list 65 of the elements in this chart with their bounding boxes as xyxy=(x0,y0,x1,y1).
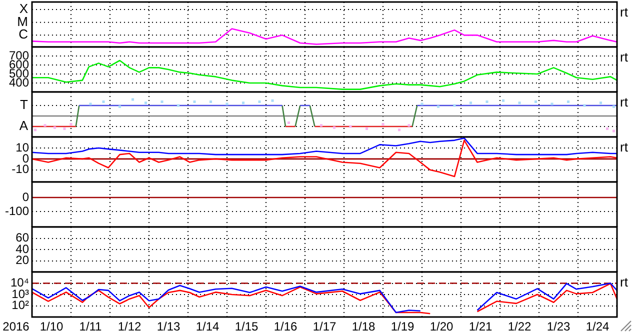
y-tick-label: -100 xyxy=(4,204,30,218)
x-tick-label: 1/13 xyxy=(156,320,180,334)
x-tick-label: 1/10 xyxy=(40,320,64,334)
x-tick-label: 1/24 xyxy=(586,320,610,334)
ref-line-label: C xyxy=(18,26,28,42)
point xyxy=(70,122,72,126)
y-tick-label: 10² xyxy=(12,298,30,312)
point xyxy=(436,105,440,108)
point xyxy=(258,100,261,104)
point xyxy=(102,100,105,104)
point xyxy=(612,105,616,108)
point xyxy=(502,99,505,102)
text: rt xyxy=(620,50,628,65)
point xyxy=(453,104,456,107)
point xyxy=(320,124,323,127)
point xyxy=(160,100,164,104)
x-tick-label: 1/14 xyxy=(196,320,220,334)
x-tick-label: 1/22 xyxy=(508,320,532,334)
point xyxy=(176,104,180,107)
point xyxy=(408,124,410,127)
point xyxy=(550,102,554,106)
point xyxy=(89,102,92,106)
text: rt xyxy=(620,94,628,110)
point xyxy=(34,128,37,132)
point xyxy=(398,128,401,132)
text: rt xyxy=(620,274,628,290)
ref-line-label: T xyxy=(20,97,28,112)
point xyxy=(271,99,274,102)
x-tick-label: 1/17 xyxy=(312,320,336,334)
point xyxy=(420,102,424,106)
point xyxy=(486,100,488,104)
x-tick-label: 1/19 xyxy=(390,320,414,334)
ref-line-label: M xyxy=(17,14,28,30)
point xyxy=(118,105,122,108)
point xyxy=(63,127,66,130)
point xyxy=(469,102,472,104)
y-tick-label: 20 xyxy=(16,253,30,268)
text: rt xyxy=(620,4,628,20)
point xyxy=(144,102,148,104)
text: rt xyxy=(620,140,628,155)
point xyxy=(332,126,336,129)
point xyxy=(349,125,352,128)
x-tick-label: 1/16 xyxy=(274,320,298,334)
point xyxy=(131,98,134,101)
x-tick-label: 1/15 xyxy=(234,320,258,334)
ref-line-label: X xyxy=(19,1,28,16)
ref-line-label: A xyxy=(19,118,28,134)
y-tick-label: 0 xyxy=(22,190,30,204)
point xyxy=(612,130,616,132)
point xyxy=(583,104,586,107)
point xyxy=(242,102,245,104)
x-tick-label: 1/23 xyxy=(546,320,570,334)
point xyxy=(599,102,602,104)
point xyxy=(518,102,521,104)
x-tick-label: 1/20 xyxy=(430,320,454,334)
point xyxy=(226,102,228,106)
x-tick-label: 1/18 xyxy=(352,320,376,334)
x-tick-label: 1/12 xyxy=(118,320,142,334)
point xyxy=(53,126,56,129)
point xyxy=(193,100,196,104)
x-axis-title: 2016 xyxy=(2,319,30,334)
point xyxy=(44,124,46,127)
point xyxy=(382,122,384,126)
x-tick-label: 1/11 xyxy=(79,320,102,334)
x-tick-label: 1/21 xyxy=(468,320,492,334)
